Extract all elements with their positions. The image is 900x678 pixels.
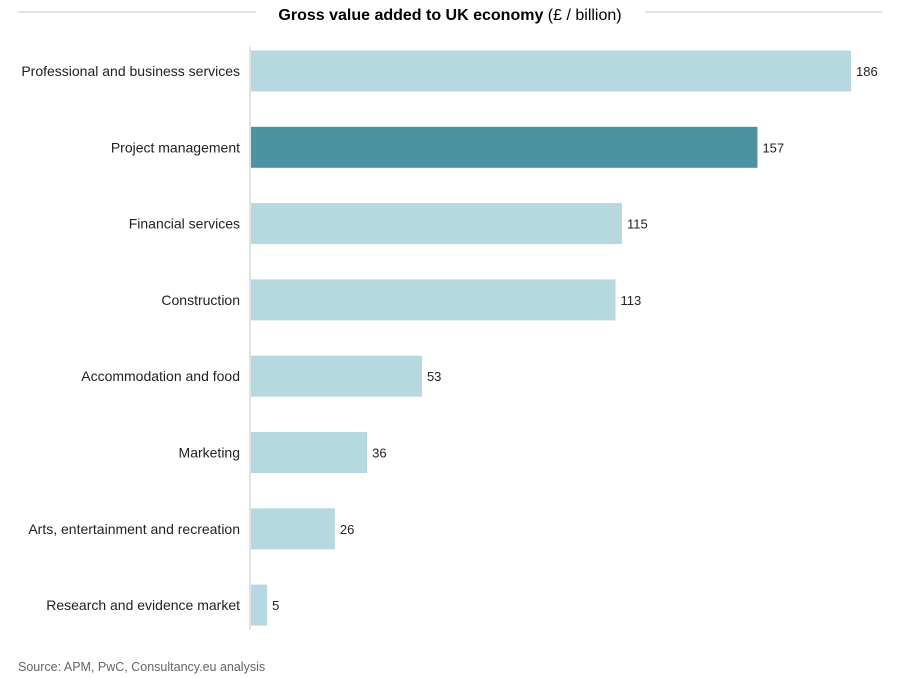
value-label-2: 115 bbox=[627, 217, 648, 232]
bar-4 bbox=[251, 355, 422, 397]
category-label-3: Construction bbox=[161, 292, 240, 308]
chart-title-unit: (£ / billion) bbox=[548, 7, 622, 24]
category-label-7: Research and evidence market bbox=[46, 597, 240, 613]
category-label-5: Marketing bbox=[179, 445, 240, 461]
source-note: Source: APM, PwC, Consultancy.eu analysi… bbox=[18, 660, 266, 674]
value-label-4: 53 bbox=[427, 369, 441, 384]
value-label-7: 5 bbox=[272, 598, 279, 613]
bar-0 bbox=[251, 50, 851, 92]
value-label-0: 186 bbox=[856, 64, 878, 79]
bar-3 bbox=[251, 279, 616, 321]
value-label-6: 26 bbox=[340, 522, 354, 537]
category-label-1: Project management bbox=[111, 139, 240, 155]
bar-2 bbox=[251, 203, 622, 245]
chart-title: Gross value added to UK economy (£ / bil… bbox=[278, 7, 621, 24]
category-label-6: Arts, entertainment and recreation bbox=[28, 521, 240, 537]
category-label-2: Financial services bbox=[129, 216, 240, 232]
category-label-0: Professional and business services bbox=[21, 63, 240, 79]
bar-5 bbox=[251, 432, 368, 473]
value-label-3: 113 bbox=[621, 293, 642, 308]
chart-title-main: Gross value added to UK economy bbox=[278, 7, 547, 24]
bar-6 bbox=[251, 508, 335, 550]
bar-1 bbox=[251, 126, 758, 168]
bar-chart-svg: Gross value added to UK economy (£ / bil… bbox=[18, 7, 882, 630]
value-label-5: 36 bbox=[372, 446, 386, 461]
category-label-4: Accommodation and food bbox=[81, 368, 240, 384]
bar-7 bbox=[251, 584, 268, 626]
value-label-1: 157 bbox=[762, 140, 784, 155]
